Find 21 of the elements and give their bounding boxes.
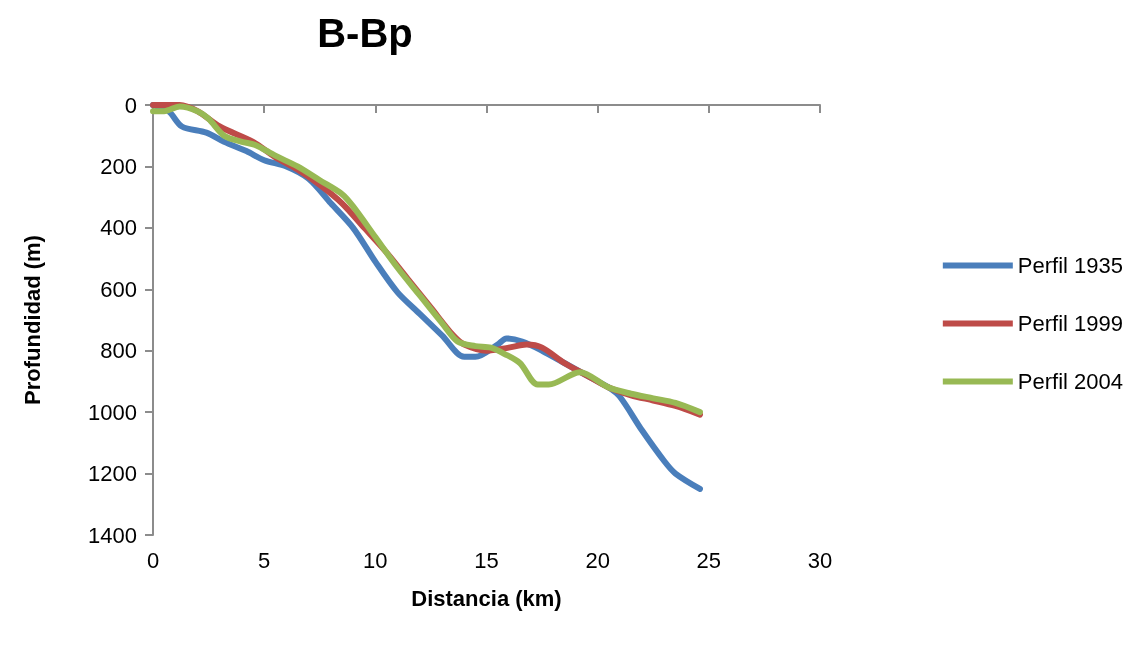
y-tick-label: 600 [100, 276, 137, 302]
x-tick-label: 20 [585, 547, 610, 573]
y-tick-label: 1400 [88, 522, 137, 548]
chart-title: B-Bp [317, 11, 413, 55]
x-tick-label: 15 [474, 547, 499, 573]
x-tick-label: 5 [258, 547, 271, 573]
legend-label: Perfil 1935 [1017, 253, 1124, 278]
legend-label: Perfil 1999 [1017, 311, 1124, 336]
x-tick-label: 25 [696, 547, 722, 573]
x-tick-label: 10 [363, 547, 388, 573]
x-tick-label: 0 [146, 547, 160, 573]
y-tick-label: 200 [100, 153, 137, 179]
legend-label: Perfil 2004 [1017, 369, 1124, 394]
y-axis-title: Profundidad (m) [19, 235, 45, 405]
y-tick-label: 0 [124, 92, 137, 118]
x-axis-title: Distancia (km) [411, 585, 562, 611]
y-tick-label: 1000 [88, 399, 137, 425]
x-tick-label: 30 [807, 547, 833, 573]
y-tick-label: 800 [100, 338, 137, 364]
y-tick-label: 400 [100, 215, 137, 241]
y-tick-label: 1200 [88, 461, 137, 487]
